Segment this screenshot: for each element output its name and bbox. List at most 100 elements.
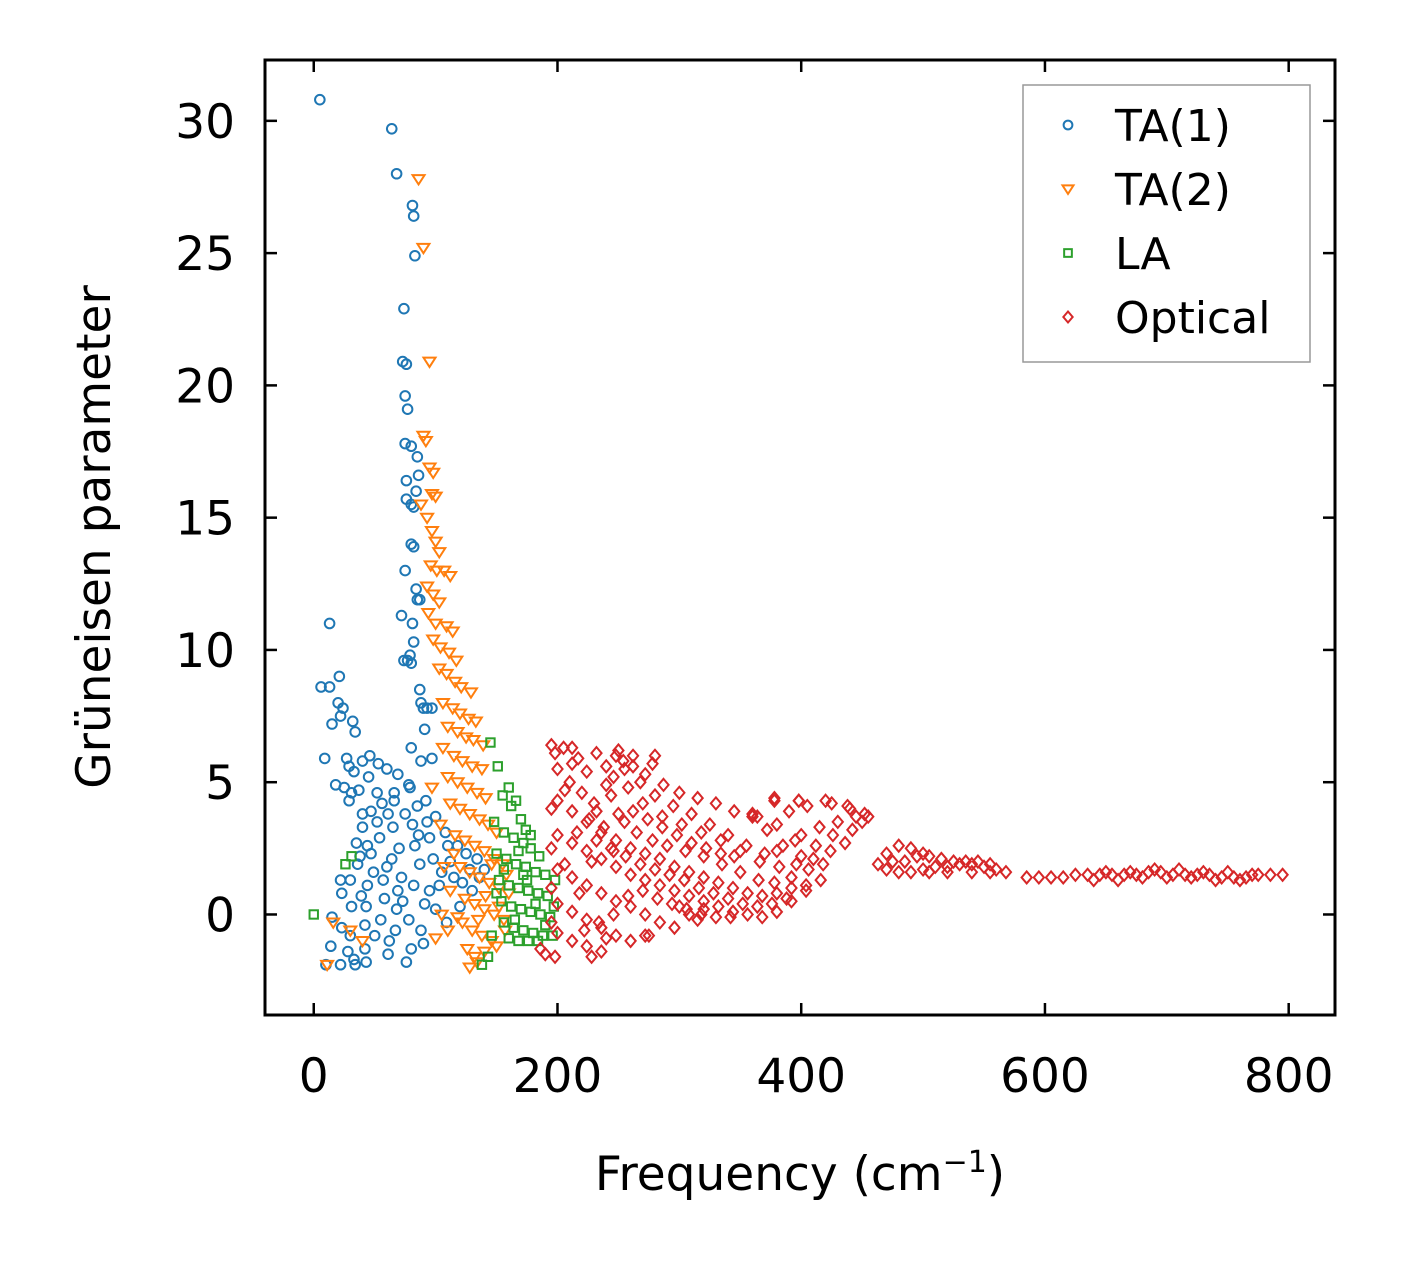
series-ta-2-: [319, 174, 517, 975]
data-point: [619, 848, 633, 864]
data-point: [691, 912, 705, 928]
x-tick-label: 600: [1000, 1049, 1090, 1104]
data-point: [344, 874, 357, 886]
data-point: [548, 949, 562, 965]
data-point: [565, 869, 579, 885]
data-point: [344, 929, 357, 942]
data-point: [420, 794, 432, 807]
data-point: [604, 787, 618, 803]
data-point: [444, 626, 461, 639]
data-point: [580, 877, 594, 893]
data-point: [544, 840, 558, 856]
data-point: [505, 901, 517, 912]
data-point: [523, 935, 534, 947]
data-point: [642, 928, 656, 944]
data-point: [461, 962, 478, 975]
data-point: [770, 816, 784, 833]
data-point: [624, 898, 638, 915]
data-point: [497, 790, 508, 801]
data-point: [739, 838, 753, 854]
data-point: [353, 784, 365, 796]
data-point: [1142, 864, 1155, 880]
data-point: [390, 167, 403, 180]
data-point: [413, 593, 426, 606]
data-point: [630, 824, 644, 841]
data-point: [477, 793, 494, 806]
data-point: [597, 819, 611, 835]
data-point: [727, 848, 741, 864]
data-point: [971, 854, 985, 870]
data-point: [709, 795, 723, 811]
data-point: [767, 793, 781, 809]
series-optical: [534, 737, 1290, 965]
data-point: [498, 917, 510, 928]
data-point: [1148, 861, 1162, 878]
data-point: [983, 864, 997, 880]
data-point: [431, 597, 448, 610]
data-point: [733, 843, 747, 859]
data-point: [348, 765, 360, 778]
data-point: [691, 790, 705, 806]
data-point: [711, 875, 725, 891]
data-point: [424, 488, 440, 502]
data-point: [904, 840, 918, 856]
data-point: [585, 949, 599, 965]
data-point: [767, 790, 781, 806]
data-point: [685, 835, 698, 851]
data-point: [580, 912, 594, 928]
data-point: [565, 904, 579, 920]
data-point: [626, 758, 640, 774]
data-point: [1263, 867, 1277, 883]
data-point: [420, 607, 437, 621]
data-point: [515, 814, 527, 825]
data-point: [423, 884, 436, 897]
data-point: [438, 668, 455, 681]
data-point: [361, 879, 374, 892]
data-point: [1020, 869, 1034, 885]
data-point: [916, 846, 930, 862]
plot-frame: [263, 58, 1337, 1017]
data-point: [417, 702, 430, 714]
data-point: [535, 909, 546, 920]
data-point: [392, 884, 404, 897]
data-point: [1087, 872, 1101, 888]
data-point: [825, 795, 839, 811]
data-point: [405, 657, 418, 669]
data-point: [699, 840, 713, 856]
data-point: [594, 824, 608, 841]
data-point: [454, 917, 471, 930]
legend-items: TA(1) TA(2) LA Optical: [1060, 101, 1270, 344]
data-point: [362, 771, 375, 783]
data-point: [406, 617, 419, 630]
data-point: [668, 920, 681, 936]
data-point: [542, 890, 553, 902]
data-point: [456, 876, 469, 889]
data-point: [325, 940, 337, 953]
data-point: [409, 839, 421, 852]
data-point: [510, 859, 522, 870]
data-point: [432, 819, 449, 832]
data-point: [965, 864, 979, 880]
data-point: [460, 847, 472, 860]
data-point: [356, 821, 369, 833]
data-point: [758, 846, 772, 862]
data-point: [934, 851, 948, 867]
data-point: [755, 888, 769, 904]
data-point: [802, 861, 815, 878]
data-point: [819, 793, 833, 809]
data-point: [359, 919, 371, 931]
data-point: [431, 547, 448, 560]
data-point: [492, 761, 503, 772]
data-point: [398, 654, 410, 667]
data-point: [665, 896, 679, 912]
data-point: [342, 925, 359, 938]
data-point: [338, 781, 351, 794]
data-point: [780, 891, 794, 907]
data-point: [641, 811, 655, 827]
data-point: [407, 210, 420, 222]
data-point: [418, 898, 431, 910]
data-point: [621, 779, 635, 796]
data-point: [697, 869, 711, 885]
data-point: [493, 874, 505, 886]
data-point: [726, 904, 740, 920]
